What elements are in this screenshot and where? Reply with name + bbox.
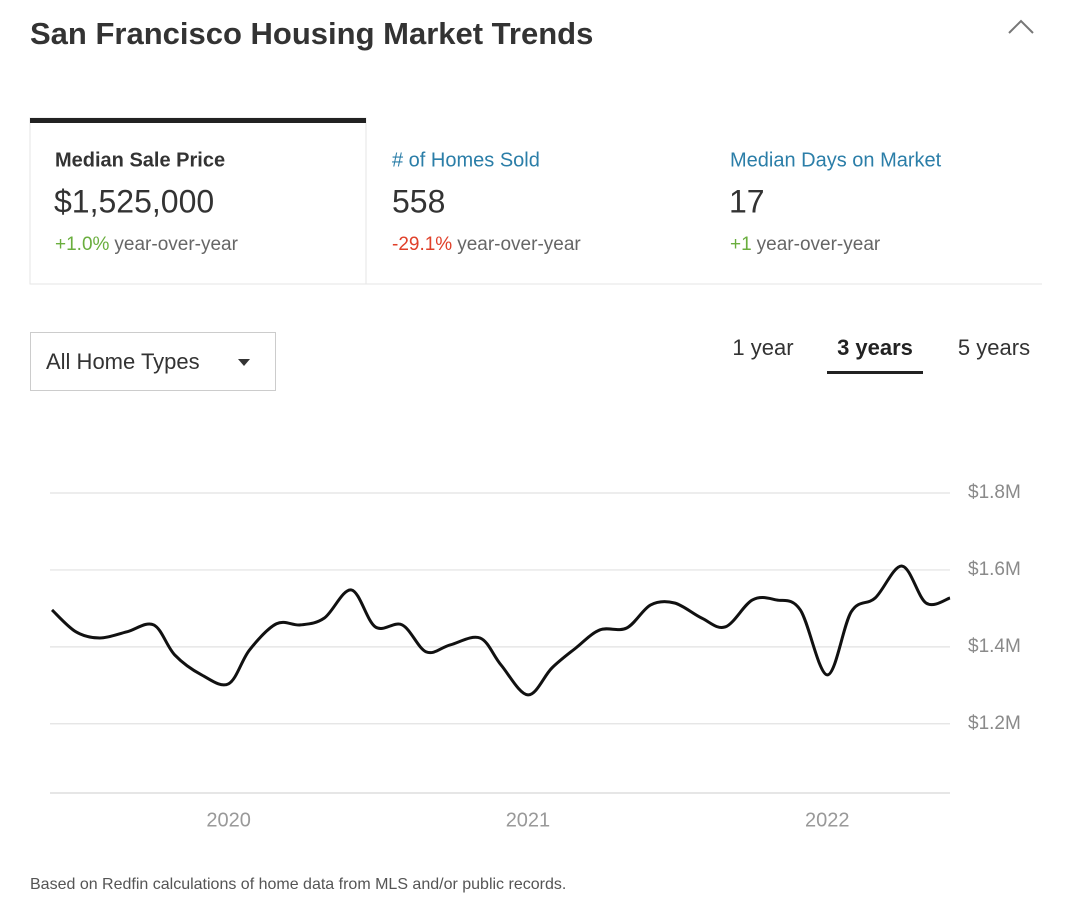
tab-value: 558 [392, 183, 445, 219]
change-suffix: year-over-year [757, 234, 881, 255]
tab-active[interactable] [29, 117, 367, 285]
tab-indicator [30, 118, 366, 123]
dropdown-arrow [238, 359, 250, 366]
tab-value: $1,525,000 [54, 183, 214, 219]
dropdown-label: All Home Types [46, 349, 200, 374]
tab-label[interactable]: # of Homes Sold [392, 149, 540, 171]
title: San Francisco Housing Market Trends [30, 16, 593, 51]
change: +1.0% [55, 234, 110, 255]
tab-label[interactable]: Median Days on Market [730, 149, 942, 171]
tab-label[interactable]: Median Sale Price [55, 149, 225, 171]
tab-value: 17 [729, 183, 765, 219]
change-suffix: year-over-year [457, 234, 581, 255]
change-suffix: year-over-year [114, 234, 238, 255]
collapse-icon[interactable] [1008, 19, 1034, 34]
change: -29.1% [392, 234, 452, 255]
x-tick-label: 2022 [805, 809, 850, 831]
y-tick-label: $1.8M [968, 482, 1021, 503]
y-tick-label: $1.4M [968, 636, 1021, 657]
tab-change: +1 year-over-year [730, 234, 881, 255]
price-line [50, 564, 951, 697]
range-button[interactable]: 5 years [958, 335, 1030, 360]
dropdown[interactable] [30, 332, 276, 391]
y-tick-label: $1.2M [968, 713, 1021, 734]
tab-change: -29.1% year-over-year [392, 234, 581, 255]
range-button[interactable]: 1 year [732, 335, 793, 360]
tab-change: +1.0% year-over-year [55, 234, 239, 255]
x-tick-label: 2020 [206, 809, 251, 831]
x-tick-label: 2021 [506, 809, 551, 831]
y-tick-label: $1.6M [968, 559, 1021, 580]
range-underline [827, 371, 923, 374]
footer-note: Based on Redfin calculations of home dat… [30, 876, 566, 893]
range-button[interactable]: 3 years [837, 335, 913, 360]
change: +1 [730, 234, 752, 255]
